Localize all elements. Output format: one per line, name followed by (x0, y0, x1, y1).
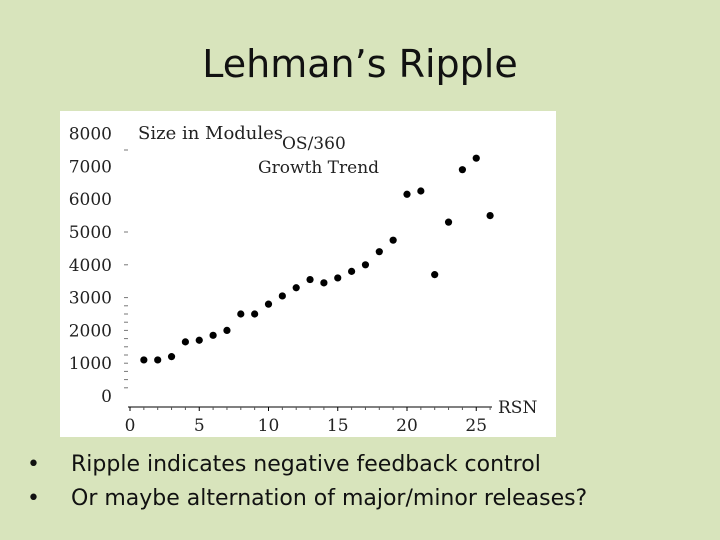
data-point (334, 274, 342, 282)
y-tick-label: 3000 (69, 289, 112, 309)
x-axis-label: RSN (498, 398, 537, 418)
x-tick-label: 10 (258, 416, 280, 436)
data-point (431, 271, 439, 279)
y-tick-label: 2000 (69, 321, 112, 341)
data-point (181, 338, 189, 346)
bullet-list: • Ripple indicates negative feedback cont… (27, 448, 707, 516)
data-point (278, 292, 286, 300)
y-tick-label: 1000 (69, 354, 112, 374)
slide-title: Lehman’s Ripple (202, 42, 518, 86)
data-point (444, 218, 453, 226)
x-tick-label: 15 (327, 416, 349, 436)
y-tick-label: 4000 (69, 256, 112, 276)
x-tick-label: 20 (396, 416, 418, 436)
data-point (140, 356, 148, 364)
data-point (292, 284, 300, 292)
y-tick-label: 5000 (69, 223, 112, 243)
y-axis-label: Size in Modules (138, 123, 283, 144)
data-point (223, 326, 231, 334)
bullet-text: Or maybe alternation of major/minor rele… (71, 486, 588, 511)
x-tick-label: 25 (465, 416, 487, 436)
data-point (458, 166, 466, 174)
data-point (195, 336, 203, 344)
bullet-dot: • (27, 452, 40, 477)
data-point (167, 353, 176, 361)
data-point (251, 310, 259, 318)
x-tick-label: 5 (194, 416, 205, 436)
chart-title: OS/360 (282, 134, 346, 154)
data-point (472, 154, 480, 162)
chart-panel: 0 5 10 15 20 25 0 1000 2000 3000 4000 5000 6000 7000… (60, 111, 556, 437)
data-point (361, 261, 370, 269)
data-point (209, 331, 217, 339)
y-tick-label: 7000 (69, 157, 112, 177)
chart-subtitle: Growth Trend (258, 158, 379, 178)
data-point (237, 310, 245, 318)
data-point (320, 279, 328, 287)
bullet-text: Ripple indicates negative feedback contr… (71, 452, 541, 477)
y-tick-label: 6000 (69, 190, 112, 210)
data-point (375, 248, 383, 256)
data-point (486, 212, 494, 220)
data-point (306, 275, 314, 284)
bullet-item: • Ripple indicates negative feedback cont… (27, 448, 707, 482)
y-tick-label: 8000 (69, 125, 112, 145)
bullet-dot: • (27, 486, 40, 511)
data-point (264, 300, 273, 308)
data-point (417, 187, 425, 195)
data-point (389, 236, 397, 244)
y-tick-label: 0 (101, 387, 112, 407)
data-point (348, 267, 356, 275)
bullet-item: • Or maybe alternation of major/minor rel… (27, 482, 707, 516)
data-point (403, 190, 411, 198)
x-tick-label: 0 (125, 416, 136, 436)
scatter-chart: 0 5 10 15 20 25 0 1000 2000 3000 4000 5000 6000 7000… (69, 123, 538, 436)
data-point (154, 356, 162, 364)
